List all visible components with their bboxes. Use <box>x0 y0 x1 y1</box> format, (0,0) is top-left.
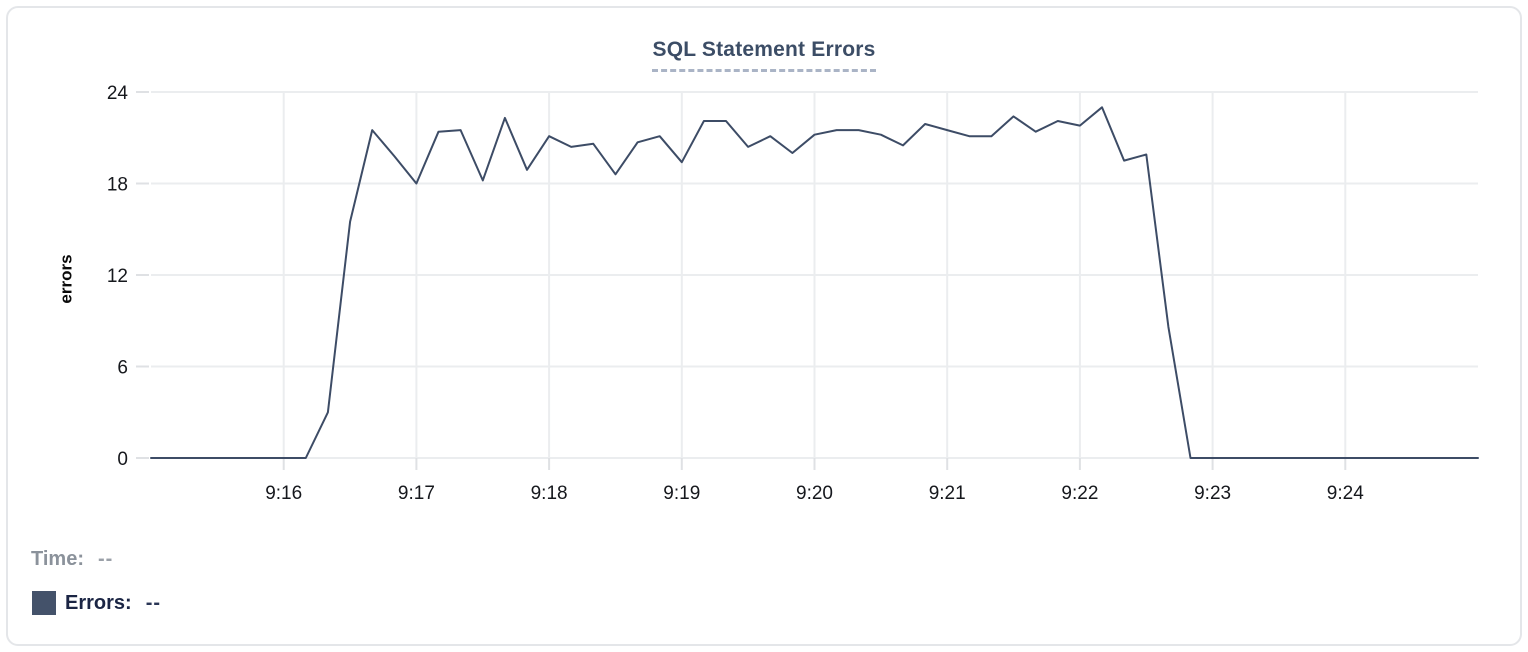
legend-errors-value: -- <box>145 591 162 614</box>
chart-card: SQL Statement Errors errors 0 6 12 18 24 9:16… <box>6 6 1522 646</box>
legend-time-label: Time: <box>31 548 84 570</box>
legend-errors-label: Errors: <box>65 591 132 614</box>
y-tick-label: 24 <box>107 83 129 104</box>
y-tick-label: 18 <box>107 175 128 196</box>
chart-title-wrap: SQL Statement Errors <box>8 38 1520 72</box>
x-tick-label: 9:21 <box>929 483 966 504</box>
x-tick-label: 9:16 <box>265 483 302 504</box>
x-tick-label: 9:19 <box>663 483 700 504</box>
y-tick-label: 12 <box>107 266 128 287</box>
x-tick-label: 9:20 <box>796 483 833 504</box>
errors-series-swatch <box>32 591 56 615</box>
x-tick-label: 9:22 <box>1061 483 1098 504</box>
x-tick-label: 9:24 <box>1327 483 1364 504</box>
x-tick-label: 9:18 <box>531 483 568 504</box>
legend-time-value: -- <box>97 548 114 570</box>
legend-errors-row: Errors: -- <box>32 591 161 615</box>
x-tick-label: 9:23 <box>1194 483 1231 504</box>
x-tick-label: 9:17 <box>398 483 435 504</box>
y-tick-label: 6 <box>117 358 128 379</box>
legend-time-row: Time: -- <box>31 548 113 571</box>
line-chart[interactable]: 0 6 12 18 24 9:16 9:17 9:18 9:19 9:20 9:21 9:22 9:23… <box>8 8 1528 518</box>
errors-series-line <box>150 106 1479 459</box>
y-tick-label: 0 <box>117 449 128 470</box>
chart-title[interactable]: SQL Statement Errors <box>652 38 876 72</box>
